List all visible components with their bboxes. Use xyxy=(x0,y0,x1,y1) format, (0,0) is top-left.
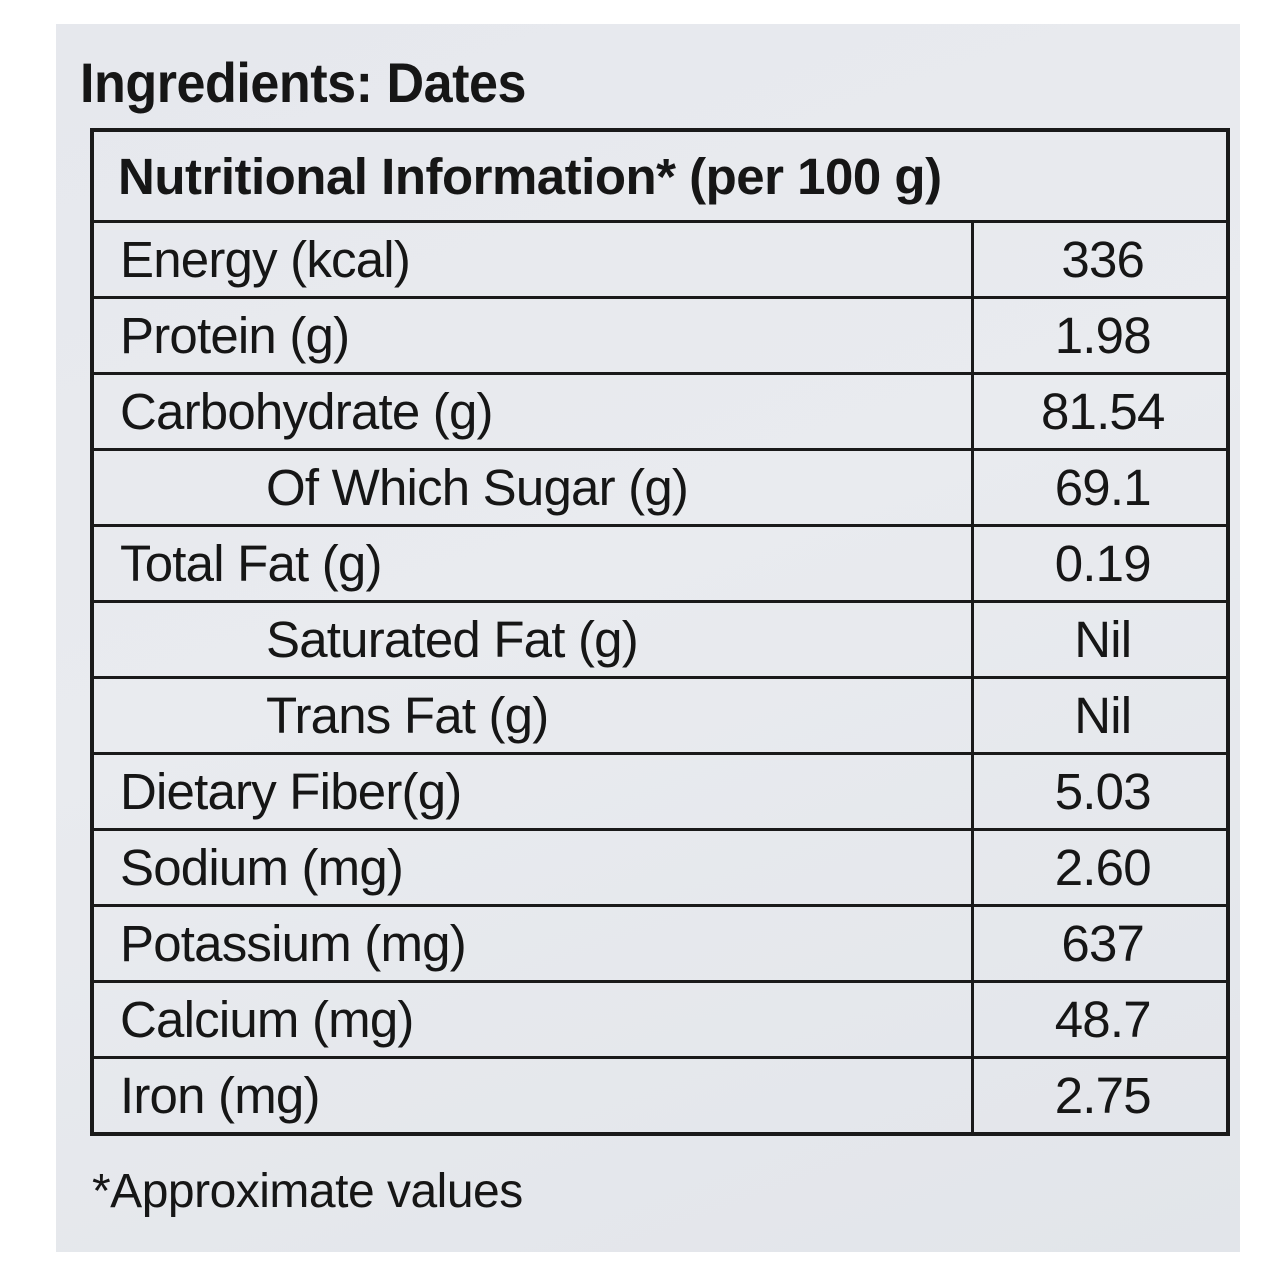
nutrient-name: Protein (g) xyxy=(90,296,974,375)
nutrient-name: Potassium (mg) xyxy=(90,904,974,983)
nutrition-table: Nutritional Information* (per 100 g) Ene… xyxy=(90,128,1230,1136)
table-row: Of Which Sugar (g) 69.1 xyxy=(90,448,1230,527)
table-row: Sodium (mg) 2.60 xyxy=(90,828,1230,907)
table-row: Calcium (mg) 48.7 xyxy=(90,980,1230,1059)
table-row: Saturated Fat (g) Nil xyxy=(90,600,1230,679)
table-header: Nutritional Information* (per 100 g) xyxy=(90,128,1230,223)
nutrient-name: Of Which Sugar (g) xyxy=(90,448,974,527)
table-row: Iron (mg) 2.75 xyxy=(90,1056,1230,1136)
table-row: Protein (g) 1.98 xyxy=(90,296,1230,375)
nutrient-value: 69.1 xyxy=(970,448,1230,527)
nutrient-name: Total Fat (g) xyxy=(90,524,974,603)
table-row: Total Fat (g) 0.19 xyxy=(90,524,1230,603)
nutrition-label: Ingredients: Dates Nutritional Informati… xyxy=(56,24,1240,1252)
nutrient-name: Trans Fat (g) xyxy=(90,676,974,755)
nutrient-value: Nil xyxy=(970,676,1230,755)
nutrient-value: 637 xyxy=(970,904,1230,983)
nutrient-name: Energy (kcal) xyxy=(90,220,974,299)
nutrient-name: Iron (mg) xyxy=(90,1056,974,1136)
table-header-row: Nutritional Information* (per 100 g) xyxy=(90,128,1230,223)
nutrient-value: 2.60 xyxy=(970,828,1230,907)
nutrient-value: 48.7 xyxy=(970,980,1230,1059)
nutrient-name: Dietary Fiber(g) xyxy=(90,752,974,831)
nutrient-value: 336 xyxy=(970,220,1230,299)
nutrient-name: Calcium (mg) xyxy=(90,980,974,1059)
nutrient-value: 0.19 xyxy=(970,524,1230,603)
table-row: Carbohydrate (g) 81.54 xyxy=(90,372,1230,451)
nutrient-value: Nil xyxy=(970,600,1230,679)
nutrient-value: 5.03 xyxy=(970,752,1230,831)
table-row: Dietary Fiber(g) 5.03 xyxy=(90,752,1230,831)
nutrient-name: Saturated Fat (g) xyxy=(90,600,974,679)
table-row: Potassium (mg) 637 xyxy=(90,904,1230,983)
table-row: Energy (kcal) 336 xyxy=(90,220,1230,299)
ingredients-heading: Ingredients: Dates xyxy=(80,51,526,114)
nutrient-value: 1.98 xyxy=(970,296,1230,375)
table-row: Trans Fat (g) Nil xyxy=(90,676,1230,755)
nutrient-name: Sodium (mg) xyxy=(90,828,974,907)
nutrient-value: 2.75 xyxy=(970,1056,1230,1136)
nutrient-name: Carbohydrate (g) xyxy=(90,372,974,451)
nutrient-value: 81.54 xyxy=(970,372,1230,451)
footnote: *Approximate values xyxy=(92,1165,523,1218)
